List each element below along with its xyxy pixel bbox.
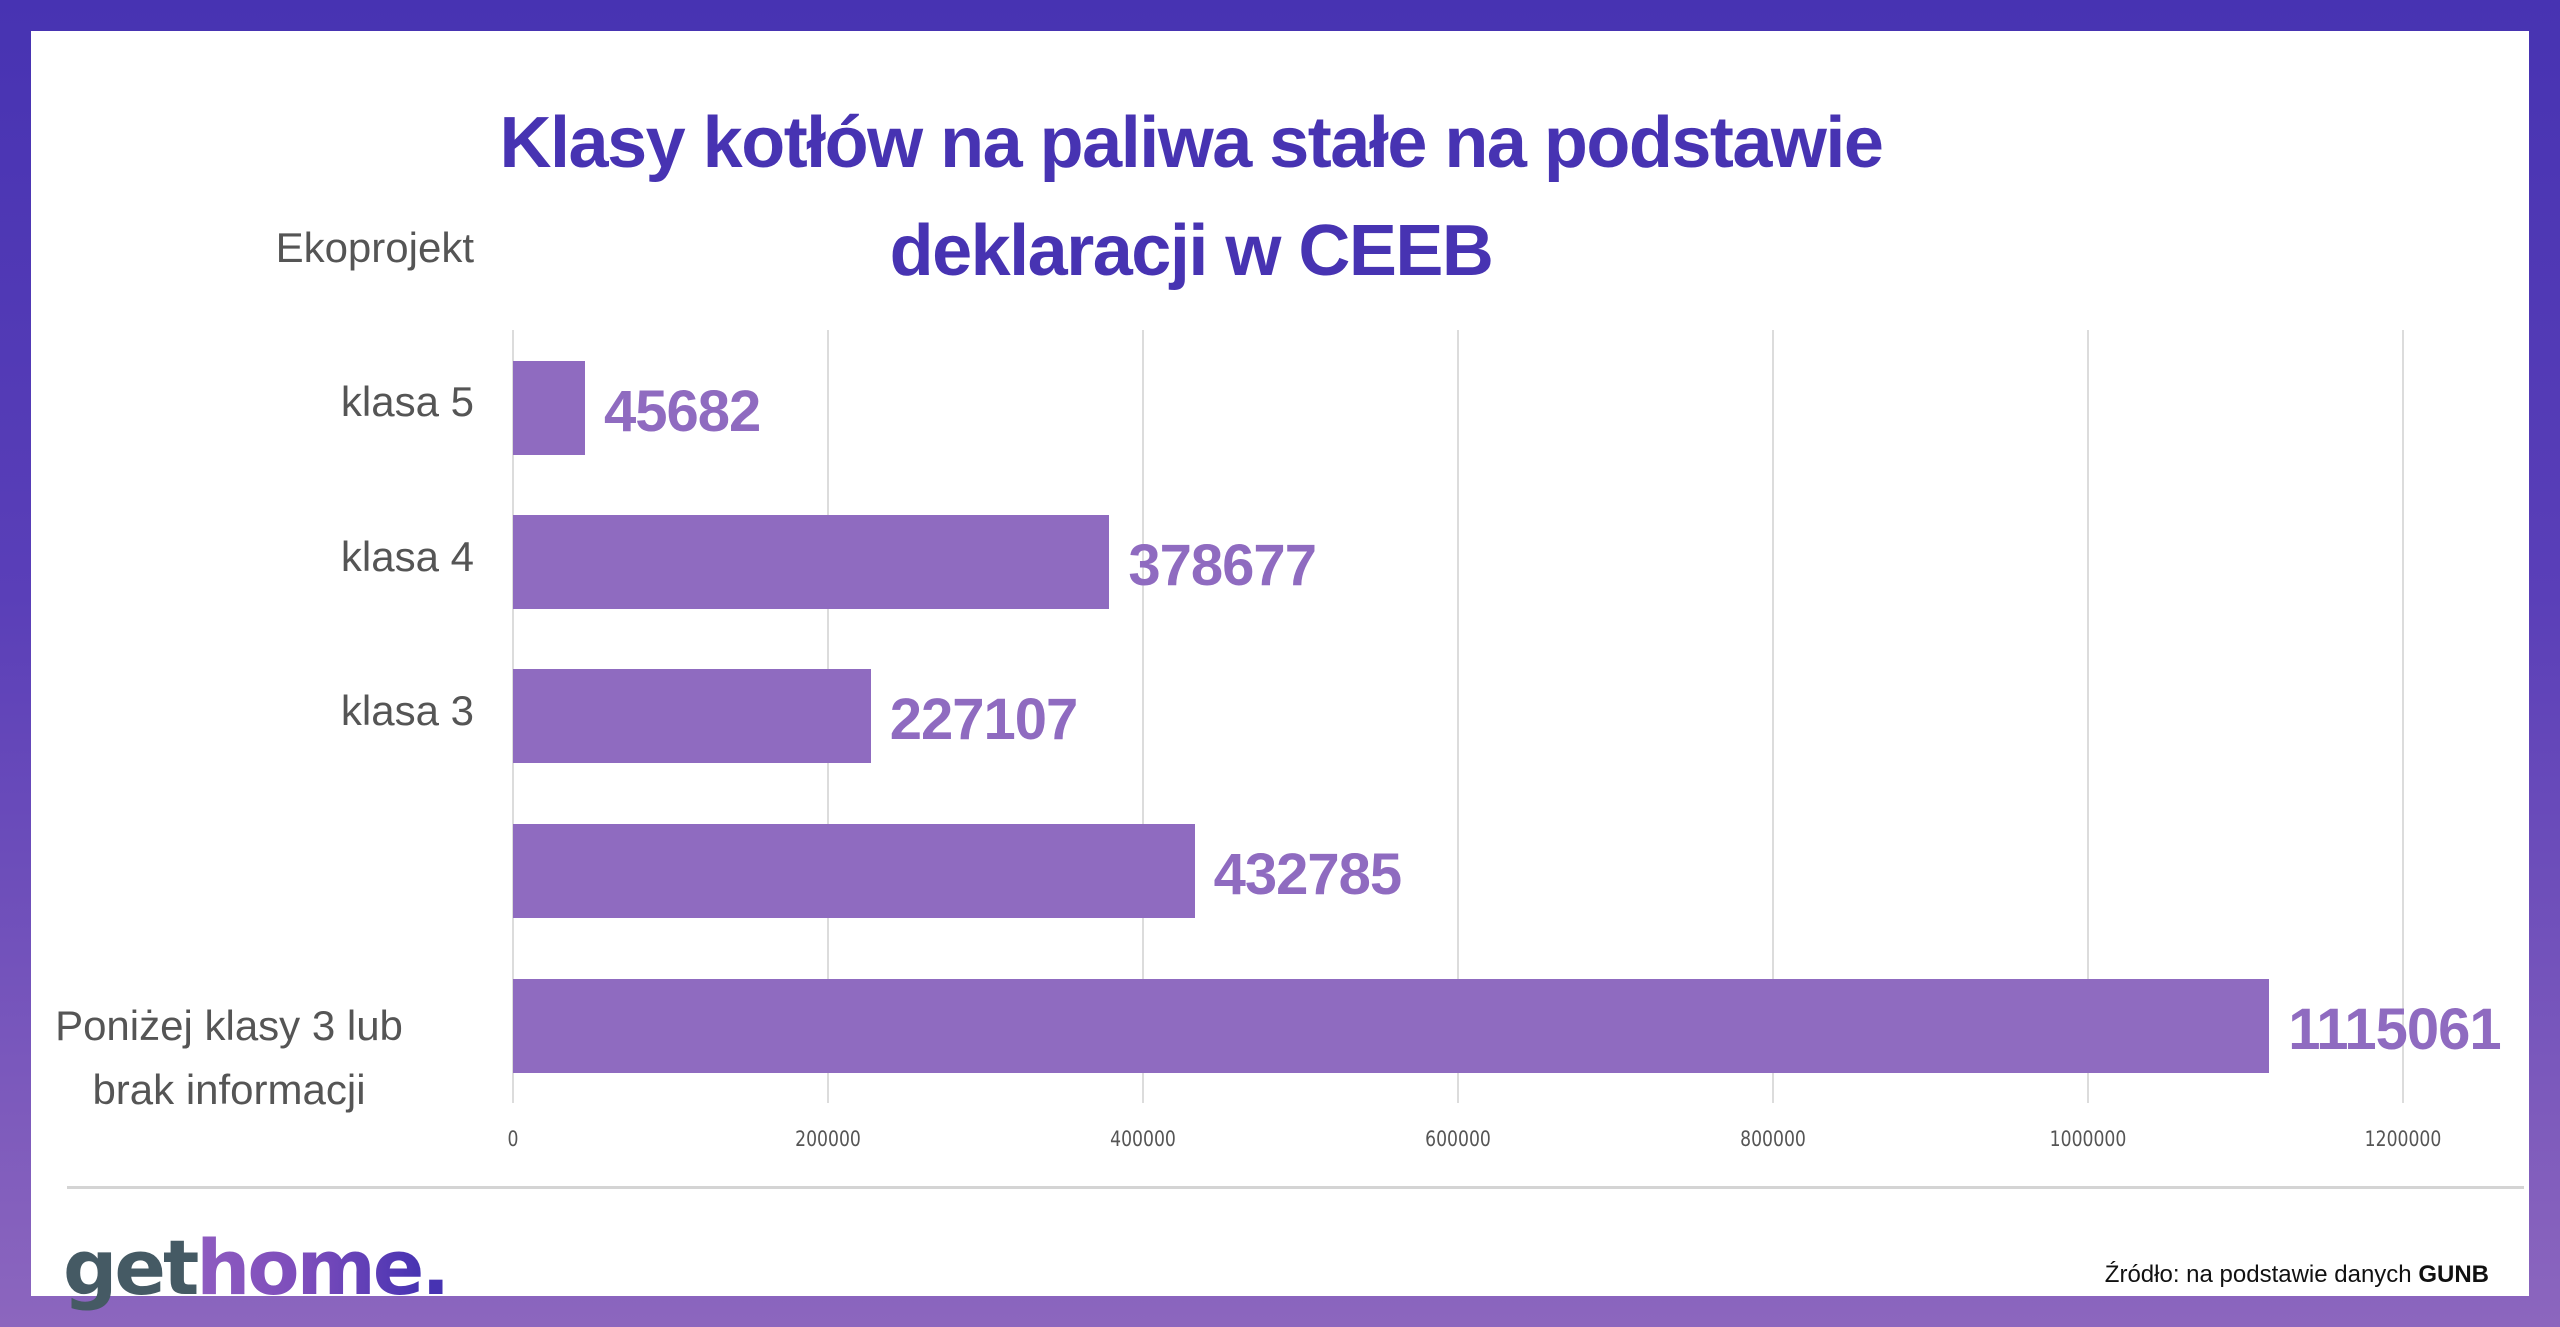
gridline: [1457, 330, 1459, 1103]
logo-get: get: [63, 1223, 199, 1312]
bar: [513, 361, 585, 455]
bar: [513, 669, 871, 763]
bar-chart: Ekoprojekt klasa 5 klasa 4 klasa 3 Poniż…: [31, 31, 2529, 1296]
footer-divider: [67, 1186, 2524, 1189]
x-axis-tick-label: 600000: [1425, 1127, 1491, 1151]
chart-title: Klasy kotłów na paliwa stałe na podstawi…: [31, 89, 2351, 305]
source-prefix: Źródło: na podstawie danych: [2104, 1261, 2419, 1288]
category-label: Poniżej klasy 3 lub brak informacji: [0, 994, 459, 1122]
bar-value-label: 1115061: [2288, 997, 2501, 1062]
x-axis-tick-label: 1200000: [2364, 1127, 2442, 1151]
gethome-logo: gethome.: [63, 1223, 450, 1313]
category-label-line: brak informacji: [92, 1066, 366, 1113]
x-axis-tick-label: 400000: [1110, 1127, 1176, 1151]
source-name: GUNB: [2418, 1261, 2489, 1288]
gridline: [2402, 330, 2404, 1103]
chart-title-line-1: Klasy kotłów na paliwa stałe na podstawi…: [499, 103, 1884, 183]
category-label: klasa 3: [340, 687, 474, 734]
chart-title-line-2: deklaracji w CEEB: [889, 211, 1494, 291]
bar-value-label: 378677: [1128, 533, 1317, 598]
x-axis-tick-label: 0: [507, 1127, 519, 1151]
logo-dot: .: [421, 1223, 450, 1312]
x-axis-tick-label: 800000: [1740, 1127, 1806, 1151]
category-label: klasa 4: [340, 533, 474, 580]
logo-home: home: [196, 1223, 424, 1312]
x-axis-tick-label: 200000: [795, 1127, 861, 1151]
bar: [513, 515, 1110, 609]
category-label: klasa 5: [340, 378, 474, 425]
bar-value-label: 45682: [603, 379, 761, 444]
gridline: [1772, 330, 1774, 1103]
category-label-line: Poniżej klasy 3 lub: [55, 1002, 403, 1049]
gridline: [1142, 330, 1144, 1103]
source-note: Źródło: na podstawie danych GUNB: [2105, 1261, 2489, 1289]
bar: [513, 979, 2270, 1073]
bar: [513, 824, 1195, 918]
bar-value-label: 227107: [889, 687, 1079, 752]
category-label: Ekoprojekt: [275, 224, 474, 271]
gridline: [2087, 330, 2089, 1103]
infographic-panel: Klasy kotłów na paliwa stałe na podstawi…: [31, 31, 2529, 1312]
bar-value-label: 432785: [1213, 842, 1403, 907]
x-axis-tick-label: 1000000: [2049, 1127, 2127, 1151]
